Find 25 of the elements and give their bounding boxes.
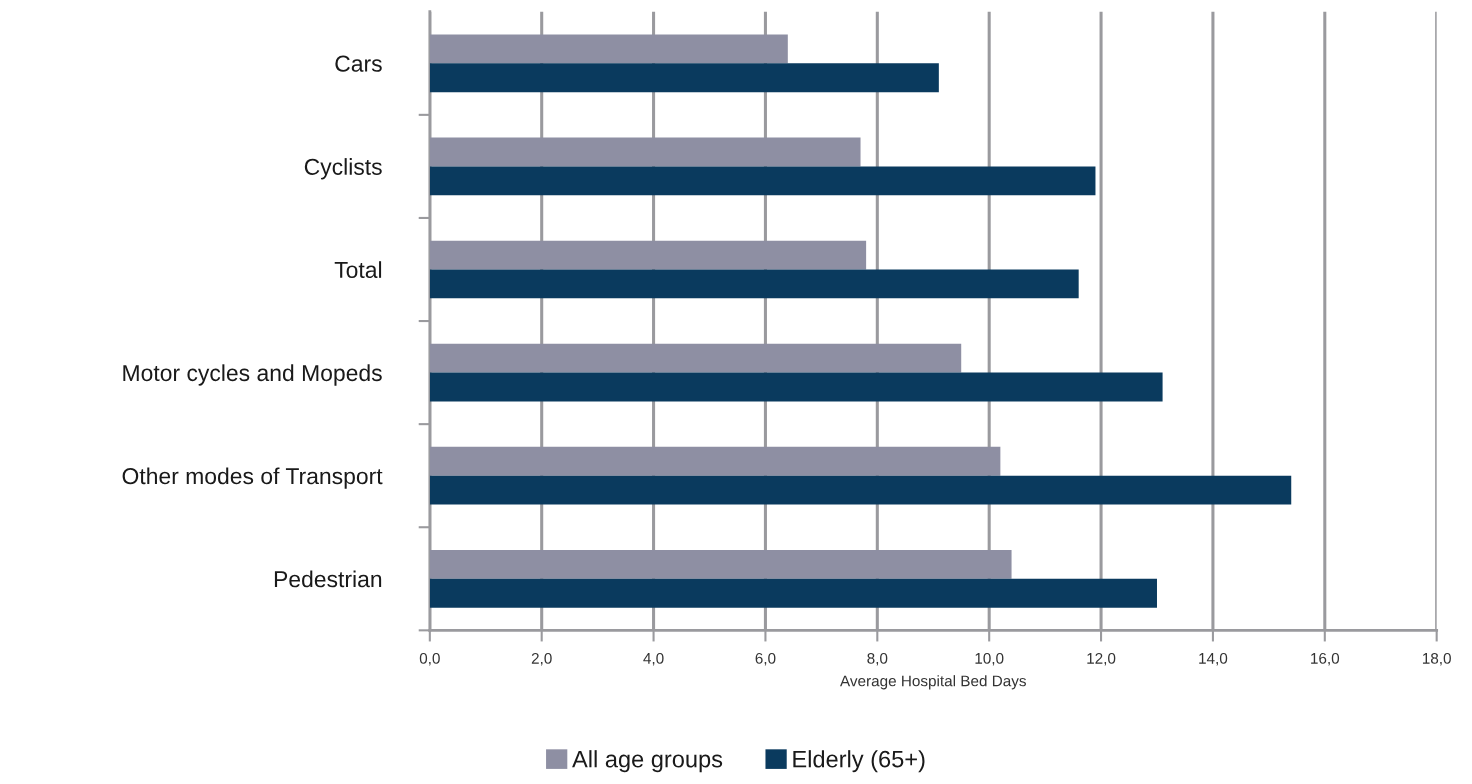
y-tick-label: Cyclists [304, 158, 382, 180]
bar [429, 166, 1096, 196]
x-tick-label: 10,0 [975, 652, 1004, 666]
y-tick-label: Total [334, 261, 382, 279]
x-tick-label: 0,0 [419, 652, 440, 666]
bar [429, 475, 1292, 505]
y-tick-label: Motor cycles and Mopeds [123, 364, 382, 386]
y-tick-label: Pedestrian [274, 570, 382, 588]
x-tick-label: 2,0 [531, 652, 552, 666]
y-tick-label: Other modes of Transport [122, 467, 383, 489]
x-tick-label: 4,0 [643, 652, 664, 666]
x-tick-label: 6,0 [755, 652, 776, 666]
x-axis-title: Average Hospital Bed Days [840, 675, 1026, 690]
bar [429, 269, 1079, 299]
x-tick-label: 18,0 [1422, 652, 1451, 666]
x-tick-label: 16,0 [1311, 652, 1340, 666]
bar [429, 578, 1157, 608]
x-tick-label: 14,0 [1199, 652, 1228, 666]
x-tick-label: 8,0 [867, 652, 888, 666]
legend-label: Elderly (65+) [793, 750, 925, 773]
bar [429, 63, 939, 93]
bar [429, 372, 1163, 402]
x-tick-label: 12,0 [1087, 652, 1116, 666]
y-tick-label: Cars [335, 55, 382, 72]
legend-label: All age groups [572, 750, 723, 773]
